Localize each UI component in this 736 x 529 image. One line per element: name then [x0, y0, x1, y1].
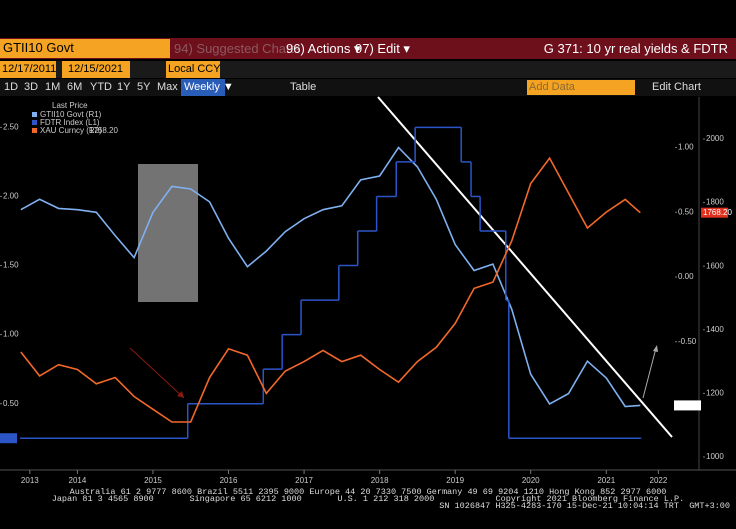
arrow-head	[177, 391, 184, 398]
edit-menu[interactable]: 97) Edit ▾	[355, 41, 410, 56]
y-tick-label: 1.00	[3, 330, 19, 339]
y-tick-label: 1600	[706, 261, 724, 270]
x-tick-label: 2022	[650, 476, 668, 485]
series-line	[20, 146, 641, 408]
period-button[interactable]: 1M	[45, 81, 61, 93]
y-tick-label: 2.50	[3, 123, 19, 132]
actions-menu[interactable]: 96) Actions ▾	[286, 41, 361, 56]
value-tag	[0, 433, 17, 444]
end-date[interactable]: 12/15/2021	[62, 61, 130, 78]
legend-label: GTII10 Govt (R1)	[40, 110, 102, 119]
suggested-charts[interactable]: 94) Suggested Charts	[174, 41, 301, 56]
x-tick-label: 2019	[446, 476, 464, 485]
x-tick-label: 2018	[371, 476, 389, 485]
legend-swatch	[32, 112, 37, 117]
y-tick-label: 0.50	[3, 399, 19, 408]
y-tick-label: 1.00	[678, 143, 694, 152]
footer-line: Japan 81 3 4565 8900 Singapore 65 6212 1…	[51, 494, 685, 504]
footer-line: Australia 61 2 9777 8600 Brazil 5511 239…	[69, 487, 667, 497]
y-tick-label: 1200	[706, 388, 724, 397]
arrow-head	[653, 345, 658, 352]
security[interactable]: GTII10 Govt	[0, 39, 170, 58]
y-tick-label: 1800	[706, 198, 724, 207]
x-tick-label: 2020	[522, 476, 540, 485]
y-tick-label: 1000	[706, 452, 724, 461]
y-tick-label: 1.50	[3, 261, 19, 270]
legend-swatch	[32, 128, 37, 133]
y-tick-label: 0.50	[678, 207, 694, 216]
x-tick-label: 2014	[69, 476, 87, 485]
y-tick-label: 2000	[706, 134, 724, 143]
add-data[interactable]: Add Data	[527, 80, 635, 95]
period-button[interactable]: 1D	[4, 81, 19, 93]
y-tick-label: 2.00	[3, 192, 19, 201]
value-tag	[674, 400, 701, 411]
start-date[interactable]: 12/17/2011	[0, 61, 56, 78]
value-tag-label: 1768.20	[703, 208, 732, 217]
legend-swatch	[32, 120, 37, 125]
period-button[interactable]: 3D	[24, 81, 39, 93]
period-button[interactable]: 1Y	[117, 81, 131, 93]
legend-label: XAU Curncy (R2)	[40, 126, 102, 135]
arrow	[642, 347, 657, 399]
period-button[interactable]: 6M	[67, 81, 83, 93]
x-tick-label: 2021	[597, 476, 615, 485]
y-tick-label: 1400	[706, 325, 724, 334]
legend-title: Last Price	[52, 101, 88, 110]
frequency[interactable]: Weekly ▼	[181, 79, 234, 96]
period-button[interactable]: Max	[157, 81, 178, 93]
table-button[interactable]: Table	[290, 81, 317, 93]
footer-line: SN 1026847 H325-4283-170 15-Dec-21 10:04…	[439, 501, 730, 511]
arrow	[129, 347, 185, 399]
series-line	[20, 156, 641, 423]
currency[interactable]: Local CCY	[166, 61, 221, 78]
legend-label: FDTR Index (L1)	[40, 118, 100, 127]
chart-title: G 371: 10 yr real yields & FDTR	[543, 41, 728, 56]
x-tick-label: 2017	[295, 476, 313, 485]
edit-chart[interactable]: Edit Chart	[652, 81, 701, 93]
x-tick-label: 2016	[220, 476, 238, 485]
trend-line	[377, 96, 673, 438]
y-tick-label: -0.50	[678, 337, 697, 346]
highlight-box	[138, 164, 198, 302]
x-tick-label: 2013	[21, 476, 39, 485]
period-button[interactable]: YTD	[90, 81, 112, 93]
y-tick-label: 0.00	[678, 272, 694, 281]
x-tick-label: 2015	[144, 476, 162, 485]
value-tag	[701, 207, 728, 218]
legend-value: 1768.20	[89, 126, 118, 135]
header-bar	[0, 38, 736, 59]
period-button[interactable]: 5Y	[137, 81, 151, 93]
